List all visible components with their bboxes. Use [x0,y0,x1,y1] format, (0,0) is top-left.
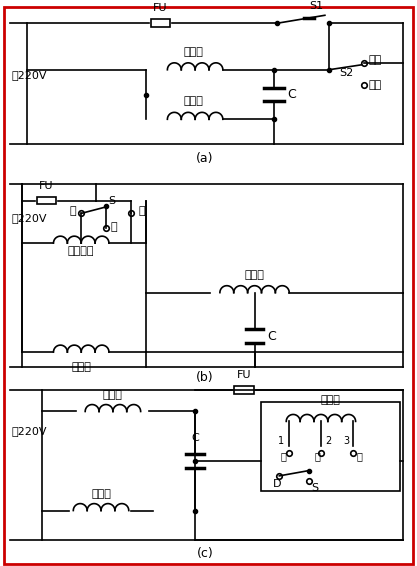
Text: 主绕组: 主绕组 [183,47,203,57]
Text: 高: 高 [280,451,286,461]
Text: 正转: 正转 [369,55,382,65]
Text: 反转: 反转 [369,80,382,89]
Text: C: C [287,88,296,101]
Text: 中: 中 [314,451,320,461]
Text: ～220V: ～220V [12,70,48,80]
Text: 副绕组: 副绕组 [183,96,203,106]
Text: 辅助绕组: 辅助绕组 [68,246,95,256]
Text: 主绕组: 主绕组 [103,389,123,400]
Bar [151,19,171,27]
Text: FU: FU [39,181,54,191]
Text: 中: 中 [111,222,118,232]
Text: 副绕组: 副绕组 [91,488,111,499]
Text: 1: 1 [278,436,284,446]
Text: ～220V: ～220V [12,213,48,224]
Text: C: C [191,433,199,443]
Text: FU: FU [153,3,168,14]
Text: 电抗器: 电抗器 [321,395,341,405]
Text: S1: S1 [309,1,323,11]
Bar [234,386,254,394]
Bar [37,196,56,204]
Text: S: S [108,195,115,205]
Text: 副绕组: 副绕组 [71,362,91,372]
Text: C: C [267,330,276,342]
Text: 低: 低 [70,207,77,216]
Text: 3: 3 [344,436,350,446]
Text: ～220V: ～220V [12,426,48,436]
Text: S: S [311,483,318,493]
Text: D: D [273,479,281,489]
Bar [261,402,400,491]
Text: (c): (c) [197,547,214,560]
Text: (b): (b) [196,371,214,384]
Text: FU: FU [236,370,251,380]
Text: (a): (a) [196,152,214,165]
Text: 主绕组: 主绕组 [245,270,264,280]
Text: S2: S2 [339,68,354,78]
Text: 低: 低 [357,451,362,461]
Text: 2: 2 [325,436,331,446]
Text: 高: 高 [139,207,145,216]
